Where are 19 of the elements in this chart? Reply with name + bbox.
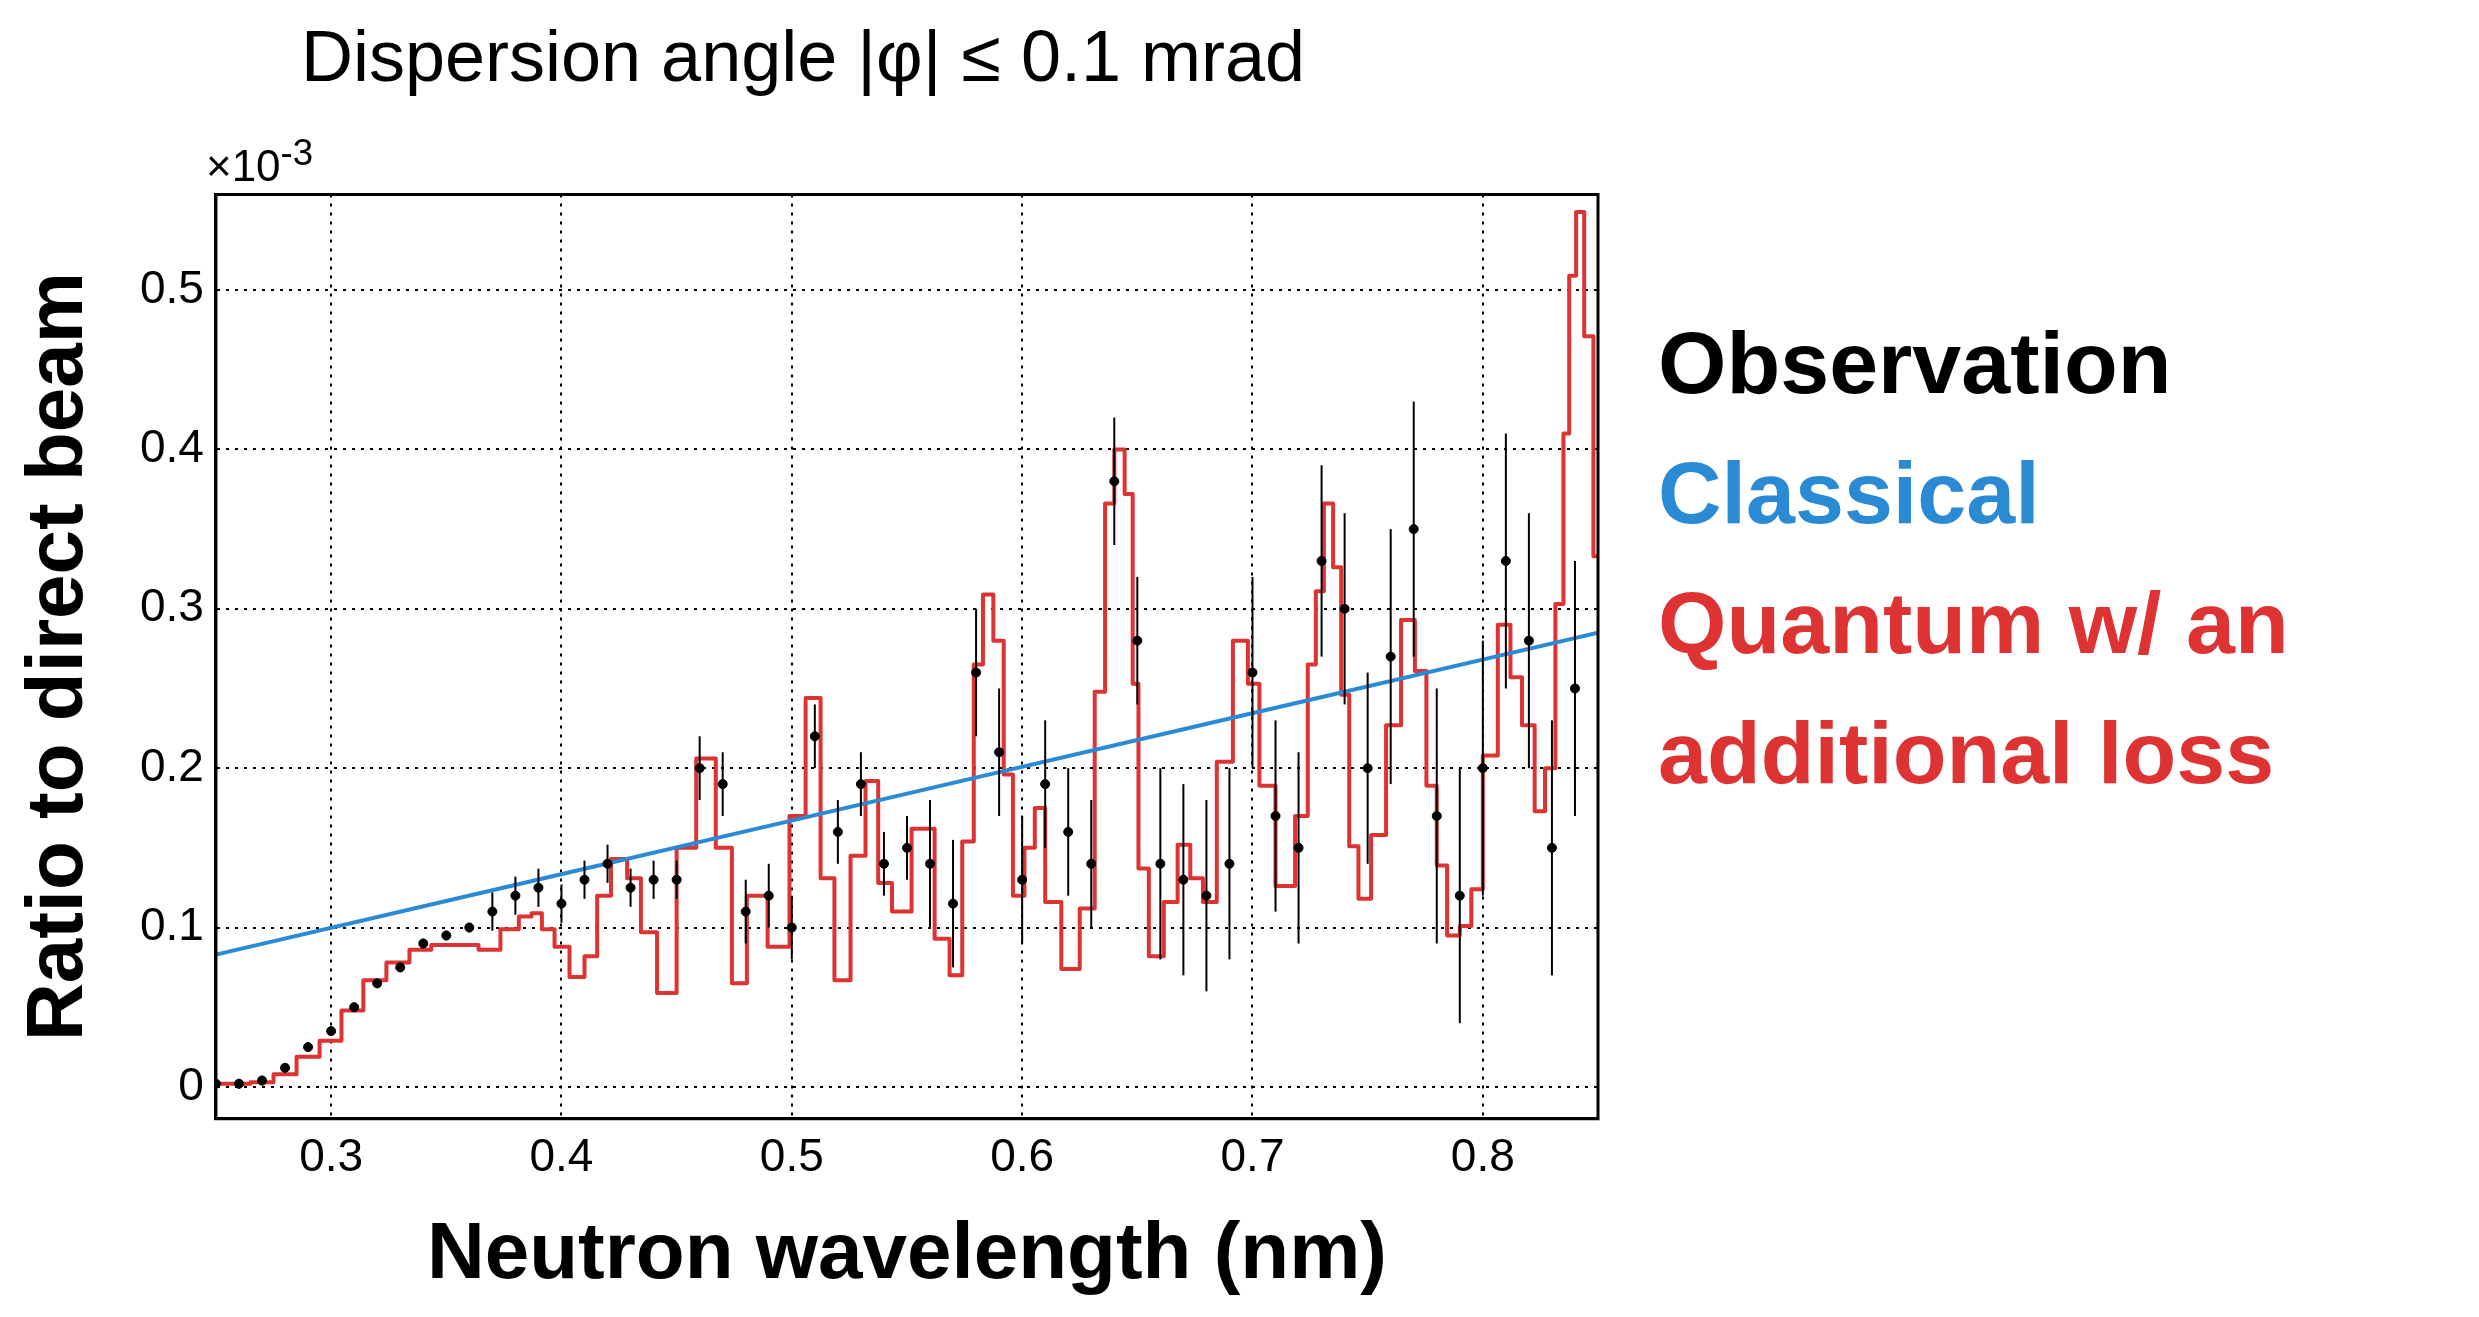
x-tick-label: 0.8 (1450, 1129, 1515, 1182)
x-tick-label: 0.5 (759, 1129, 824, 1182)
chart-title: Dispersion angle |φ| ≤ 0.1 mrad (300, 16, 1306, 97)
x-tick-label: 0.6 (990, 1129, 1055, 1182)
text: Observation (1658, 312, 2173, 414)
y-tick-label: 0.1 (139, 898, 204, 951)
x-tick-label: 0.7 (1220, 1129, 1285, 1182)
y-tick-label: 0.5 (139, 260, 204, 313)
series-label: Quantum w/ an additional loss (1658, 572, 2290, 804)
y-tick-label: 0.4 (139, 420, 204, 473)
x-axis-title: Neutron wavelength (nm) (426, 1206, 1387, 1296)
y-axis-title: Ratio to direct beam (10, 272, 100, 1042)
y-tick-label: 0 (178, 1057, 204, 1110)
y-tick-label: 0.2 (139, 738, 204, 791)
series-label: Classical (1658, 442, 2041, 544)
x-tick-label: 0.4 (529, 1129, 594, 1182)
text: ×10$^{-3}$ (205, 132, 314, 192)
y-tick-label: 0.3 (139, 579, 204, 632)
x-tick-label: 0.3 (299, 1129, 364, 1182)
